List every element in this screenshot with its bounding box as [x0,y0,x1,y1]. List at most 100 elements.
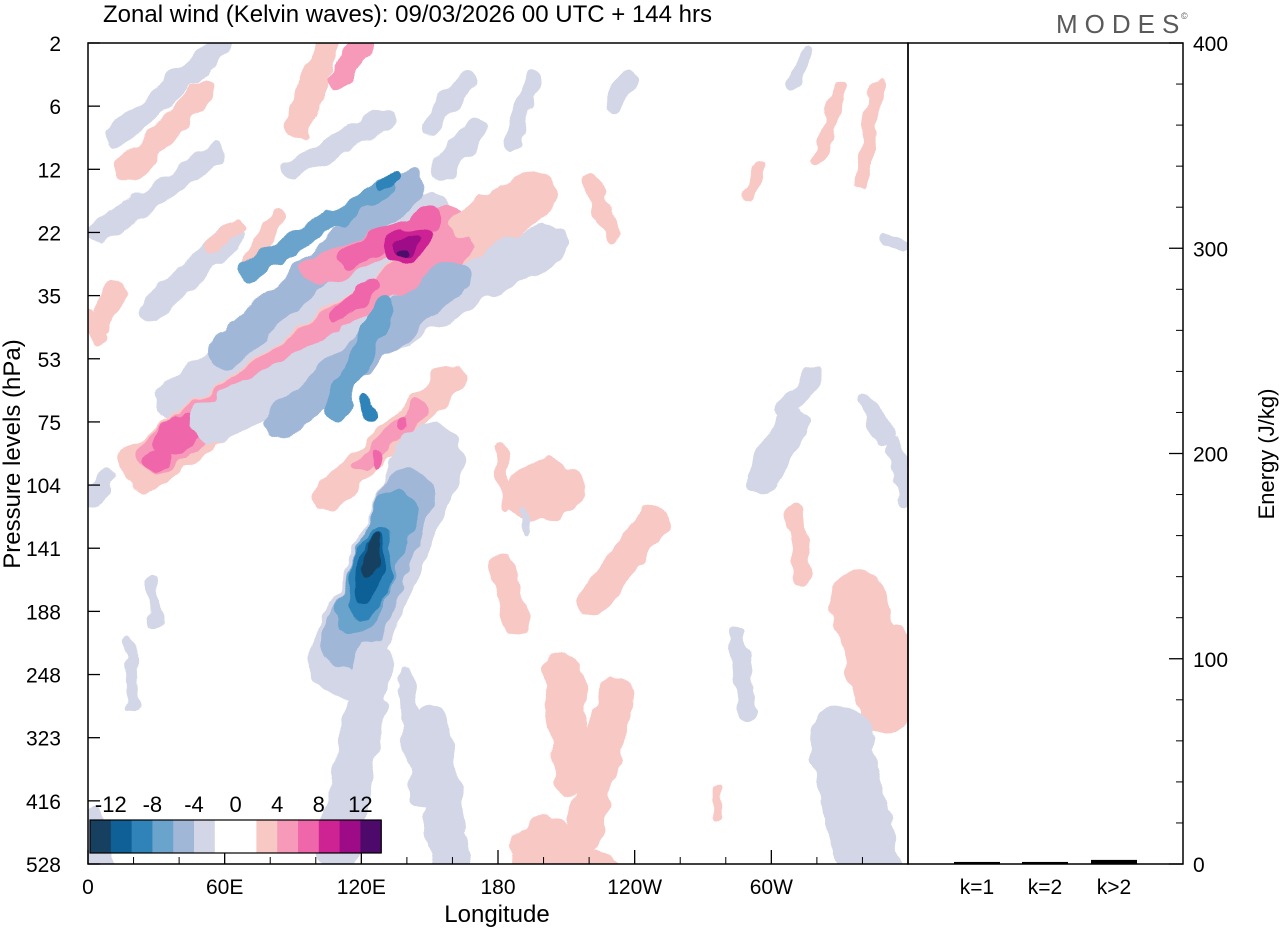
energy-tick-label: 100 [1193,649,1228,672]
y-tick-label: 35 [38,286,61,309]
energy-bar [954,861,1000,864]
neg-contour [502,71,542,154]
y-tick-label: 22 [38,222,61,245]
colorbar-label: -8 [143,792,163,817]
pos-contour [541,654,596,796]
pos-contour [368,450,382,470]
y-tick-label: 188 [26,601,61,624]
neg-contour [857,392,896,445]
pos-contour [813,79,848,165]
colorbar-cell [131,820,153,853]
energy-axis: 0 100 200 300 400 k=1 k=2 k>2 [960,33,1228,899]
pressure-axis: 2 6 12 22 35 53 75 104 141 188 248 323 416 528 [26,33,100,877]
energy-panel-frame [907,42,1184,865]
y-tick-label: 323 [26,728,61,751]
colorbar-cell [90,820,112,853]
colorbar-cell [256,820,278,853]
y-tick-label: 12 [38,159,61,182]
neg-contour [409,705,472,864]
colorbar-cell [173,820,195,853]
neg-contour [88,145,225,244]
energy-category-label: k=2 [1028,876,1062,899]
y-tick-label: 141 [26,538,61,561]
energy-tick-label: 200 [1193,444,1228,467]
y-tick-label: 2 [49,33,61,56]
heatmap-contours [88,43,908,864]
y-tick-label: 53 [38,349,61,372]
neg-contour [237,178,395,281]
energy-tick-label: 400 [1193,33,1228,56]
pos-contour [489,554,530,638]
neg-contour [430,120,487,181]
pos-contour [449,197,495,237]
neg-contour [323,297,396,421]
pos-contour [742,163,769,201]
neg-contour [104,43,236,149]
pos-contour [327,43,373,92]
x-tick-label: 60W [750,876,793,899]
neg-contour [776,368,822,419]
energy-tick-label: 300 [1193,238,1228,261]
neg-contour [282,107,396,181]
neg-contour [422,762,442,815]
colorbar-frame [89,819,382,854]
pos-contour [503,461,584,522]
y-tick-label: 528 [26,854,61,877]
energy-bar [1022,861,1068,864]
pos-contour [854,79,885,190]
energy-category-label: k=1 [960,876,994,899]
pos-contour [89,279,126,338]
longitude-axis: 0 60E 120E 180 120W 60W [82,850,863,899]
x-tick-label: 120E [337,876,386,899]
pos-contour [580,172,621,242]
pos-contour [576,505,670,616]
x-axis-label: Longitude [444,901,549,928]
energy-tick-label: 0 [1193,854,1205,877]
neg-contour [728,627,758,722]
y-tick-label: 104 [26,475,61,498]
energy-axis-label: Energy (J/kg) [1254,389,1279,520]
neg-contour [745,404,812,496]
colorbar-cell [277,820,299,853]
colorbar-label: 0 [229,792,241,817]
y-tick-label: 248 [26,665,61,688]
neg-contour [373,169,402,195]
modes-logo-mark: © [1181,11,1188,21]
pos-contour [508,816,617,864]
pos-contour [117,81,214,182]
neg-contour [521,506,532,534]
colorbar-label: -12 [95,792,127,817]
modes-logo: MODES [1056,9,1186,39]
pos-contour [396,414,408,430]
neg-contour [124,637,139,712]
colorbar-label: -4 [184,792,204,817]
neg-contour [362,531,383,578]
y-tick-label: 6 [49,96,61,119]
pos-contour [338,208,441,269]
neg-contour [603,66,639,115]
neg-contour [145,573,163,631]
neg-contour [419,70,474,136]
neg-contour [359,395,378,423]
colorbar-cell [194,820,216,853]
y-tick-label: 75 [38,412,61,435]
colorbar-cell [152,820,174,853]
energy-bars [954,859,1137,864]
colorbar: -12 -8 -4 0 4 8 12 [89,792,382,854]
pos-contour [330,274,381,323]
pos-contour [566,675,635,851]
pos-contour [284,43,341,139]
y-tick-label: 416 [26,791,61,814]
energy-bar [1091,859,1137,864]
neg-contour [787,48,815,88]
colorbar-label: 4 [271,792,283,817]
colorbar-label: 12 [348,792,372,817]
colorbar-cell [339,820,361,853]
neg-contour [807,705,901,864]
colorbar-cell [318,820,341,853]
colorbar-cell [298,820,320,853]
neg-contour [879,232,908,252]
x-tick-label: 60E [206,876,243,899]
pos-contour [206,219,244,253]
